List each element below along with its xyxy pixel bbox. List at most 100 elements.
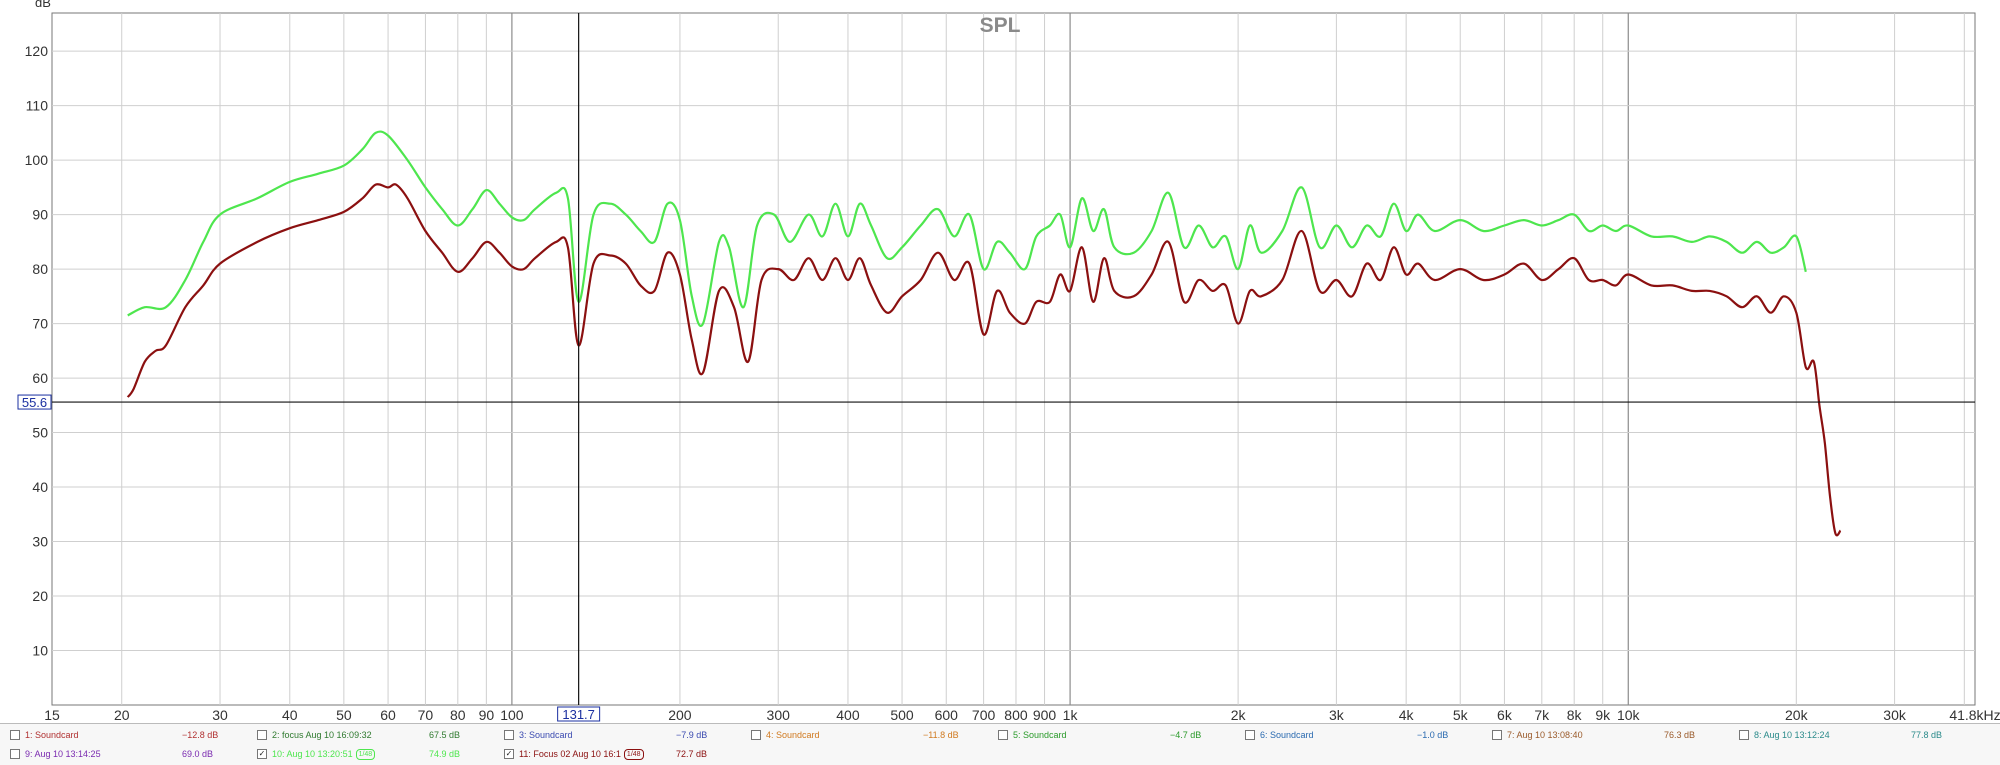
legend-item[interactable]: 5: Soundcard −4.7 dB [998,726,1238,744]
x-tick-label: 10k [1617,707,1641,723]
legend-label: 2: focus Aug 10 16:09:32 [272,730,372,740]
x-tick-label: 3k [1329,707,1345,723]
y-tick-label: 70 [32,316,48,332]
legend-item[interactable]: ✓ 11: Focus 02 Aug 10 16:1 1/48 72.7 dB [504,745,744,763]
x-tick-label: 30 [212,707,228,723]
series-line-2 [126,183,1842,537]
x-tick-label: 80 [450,707,466,723]
legend-label: 6: Soundcard [1260,730,1314,740]
legend-checkbox[interactable] [751,730,761,740]
x-tick-label: 100 [500,707,524,723]
y-tick-label: 50 [32,425,48,441]
x-tick-label: 8k [1567,707,1583,723]
x-tick-label: 70 [418,707,434,723]
y-tick-label: 120 [25,43,49,59]
legend-checkbox[interactable] [1492,730,1502,740]
legend-checkbox[interactable]: ✓ [504,749,514,759]
x-tick-label: 7k [1534,707,1550,723]
smoothing-badge[interactable]: 1/48 [623,748,644,760]
legend-value: 74.9 dB [429,749,461,759]
x-tick-label: 9k [1595,707,1611,723]
x-tick-label: 300 [767,707,791,723]
legend-item[interactable]: ✓ 10: Aug 10 13:20:51 1/48 74.9 dB [257,745,497,763]
legend-item[interactable]: 4: Soundcard −11.8 dB [751,726,991,744]
y-tick-label: 100 [25,152,49,168]
x-tick-label: 5k [1453,707,1469,723]
x-tick-label: 1k [1063,707,1079,723]
y-tick-label: 80 [32,261,48,277]
y-tick-label: 10 [32,643,48,659]
legend-value: −11.8 dB [923,730,959,740]
legend-label: 8: Aug 10 13:12:24 [1754,730,1830,740]
legend-value: 77.8 dB [1911,730,1943,740]
x-tick-label: 15 [44,707,60,723]
cursor-y-readout-box [17,394,52,410]
legend-item[interactable]: 1: Soundcard −12.8 dB [10,726,250,744]
legend-label: 4: Soundcard [766,730,820,740]
cursor-y-readout: 55.6 [22,395,47,410]
axis-ticks: 10 20 30 40 50 60 70 80 90 100 110 120 15 20 30 40 50 60 7… [25,43,2000,723]
legend-label: 1: Soundcard [25,730,79,740]
legend-item[interactable]: 7: Aug 10 13:08:40 76.3 dB [1492,726,1732,744]
legend-checkbox[interactable] [10,749,20,759]
legend-checkbox[interactable] [1739,730,1749,740]
spl-chart: 10 20 30 40 50 60 70 80 90 100 110 120 15 20 30 40 50 60 7… [17,0,2000,723]
legend-item[interactable]: 9: Aug 10 13:14:25 69.0 dB [10,745,250,763]
x-tick-label: 200 [668,707,692,723]
legend-value: −7.9 dB [676,730,708,740]
x-tick-label: 700 [972,707,996,723]
y-tick-label: 20 [32,588,48,604]
y-tick-label: 110 [26,98,49,114]
x-tick-label: 6k [1497,707,1513,723]
y-tick-label: 30 [32,534,48,550]
legend-item[interactable]: 2: focus Aug 10 16:09:32 67.5 dB [257,726,497,744]
x-tick-label: 41.8kHz [1949,707,2000,723]
x-tick-label: 400 [836,707,860,723]
x-tick-label: 40 [282,707,298,723]
legend-value: 72.7 dB [676,749,708,759]
legend-checkbox[interactable] [257,730,267,740]
x-tick-label: 90 [479,707,495,723]
legend-label: 10: Aug 10 13:20:51 [272,749,353,759]
x-tick-label: 600 [935,707,959,723]
y-tick-label: 90 [32,207,48,223]
smoothing-badge[interactable]: 1/48 [355,748,376,760]
x-tick-label: 500 [890,707,914,723]
cursor[interactable]: 131.7 55.6 [17,13,1975,722]
legend-checkbox[interactable] [504,730,514,740]
y-axis-unit-label: dB [35,0,51,10]
legend-label: 11: Focus 02 Aug 10 16:1 [519,749,621,759]
x-tick-label: 60 [380,707,396,723]
cursor-x-readout: 131.7 [562,707,595,722]
legend-checkbox[interactable] [10,730,20,740]
legend-label: 3: Soundcard [519,730,573,740]
x-tick-label: 20 [114,707,130,723]
x-tick-label: 800 [1004,707,1028,723]
cursor-x-readout-box [557,706,601,722]
x-tick-label: 900 [1033,707,1057,723]
series-line-1 [127,130,1807,327]
legend-value: −12.8 dB [182,730,219,740]
legend-label: 9: Aug 10 13:14:25 [25,749,101,759]
series-group [126,130,1842,537]
legend-checkbox[interactable] [998,730,1008,740]
legend-value: −1.0 dB [1417,730,1449,740]
legend-value: −4.7 dB [1170,730,1202,740]
legend-item[interactable]: 8: Aug 10 13:12:24 77.8 dB [1739,726,1979,744]
y-tick-label: 60 [32,370,48,386]
x-tick-label: 30k [1883,707,1907,723]
y-tick-label: 40 [32,479,48,495]
legend-checkbox[interactable] [1245,730,1255,740]
x-tick-label: 20k [1785,707,1809,723]
legend-label: 5: Soundcard [1013,730,1067,740]
legend-checkbox[interactable]: ✓ [257,749,267,759]
legend-label: 7: Aug 10 13:08:40 [1507,730,1583,740]
legend-value: 69.0 dB [182,749,214,759]
legend-item[interactable]: 6: Soundcard −1.0 dB [1245,726,1485,744]
x-tick-label: 4k [1399,707,1415,723]
legend-value: 76.3 dB [1664,730,1696,740]
plot-area[interactable] [51,12,1976,706]
measurement-legend: 1: Soundcard −12.8 dB 2: focus Aug 10 16:0… [0,723,2000,765]
legend-item[interactable]: 3: Soundcard −7.9 dB [504,726,744,744]
grid [52,13,1975,705]
